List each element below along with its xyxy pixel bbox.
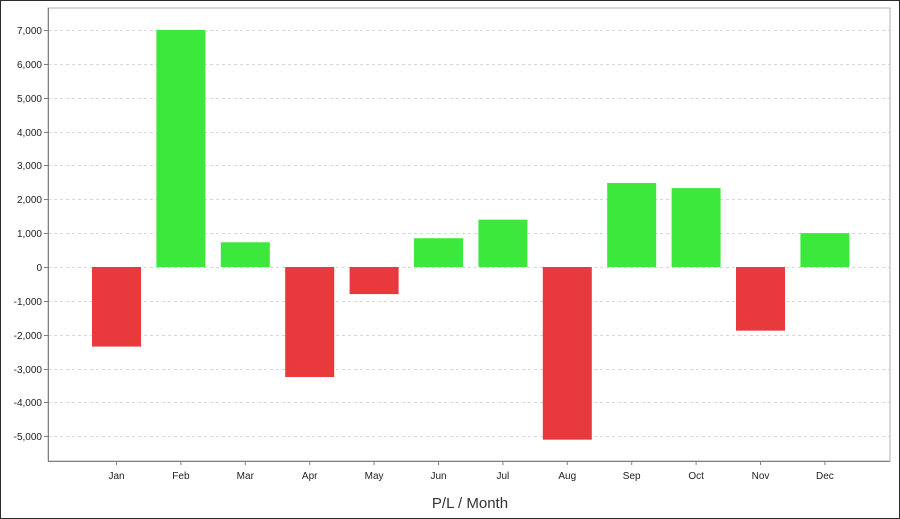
y-tick-label: -4,000: [14, 398, 43, 409]
bar-apr: [285, 267, 335, 378]
y-tick-label: -5,000: [14, 432, 43, 443]
bar-dec: [800, 233, 850, 267]
bar-aug: [542, 267, 592, 440]
y-tick-label: -2,000: [14, 331, 43, 342]
x-axis-title: P/L / Month: [432, 495, 508, 512]
x-tick-label: Oct: [688, 471, 704, 482]
bar-jan: [92, 267, 141, 347]
bar-may: [349, 267, 399, 295]
bar-nov: [736, 267, 785, 331]
y-tick-label: 5,000: [17, 94, 42, 105]
bars: [92, 30, 850, 440]
x-tick-label: Mar: [237, 471, 255, 482]
x-tick-label: May: [365, 471, 384, 482]
x-tick-label: Jan: [108, 471, 124, 482]
y-tick-label: 3,000: [17, 161, 42, 172]
bar-jun: [414, 238, 463, 267]
bar-jul: [478, 219, 528, 267]
bar-sep: [607, 183, 657, 267]
bar-feb: [156, 30, 206, 267]
y-tick-label: 2,000: [17, 195, 42, 206]
y-tick-label: 6,000: [17, 60, 42, 71]
x-tick-label: Jul: [497, 471, 510, 482]
x-axis-tick-labels: Jan Feb Mar Apr May Jun Jul Aug Sep Oct Nov Dec: [108, 471, 833, 482]
y-tick-label: 4,000: [17, 128, 42, 139]
y-tick-label: -3,000: [14, 365, 43, 376]
y-tick-label: -1,000: [14, 297, 43, 308]
y-tick-label: 7,000: [17, 26, 42, 37]
y-tick-label: 0: [36, 263, 42, 274]
x-tick-label: Apr: [302, 471, 318, 482]
x-tick-label: Nov: [752, 471, 770, 482]
y-tick-label: 1,000: [17, 229, 42, 240]
axes: [44, 8, 890, 465]
bar-oct: [671, 188, 721, 267]
x-tick-label: Jun: [430, 471, 446, 482]
x-tick-label: Feb: [172, 471, 190, 482]
bar-mar: [220, 242, 270, 267]
x-tick-label: Aug: [558, 471, 576, 482]
y-axis-tick-labels: 7,000 6,000 5,000 4,000 3,000 2,000 1,000 0 -1,0…: [14, 26, 43, 443]
x-tick-label: Sep: [623, 471, 641, 482]
x-tick-label: Dec: [816, 471, 834, 482]
